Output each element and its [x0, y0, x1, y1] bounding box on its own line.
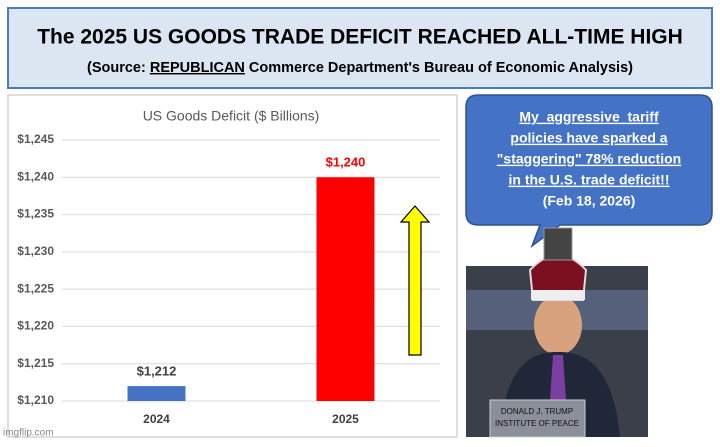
value-label: $1,240 [326, 155, 366, 170]
bubble-date: (Feb 18, 2026) [543, 193, 636, 209]
bar [127, 386, 186, 401]
photo: DONALD J. TRUMP INSTITUTE OF PEACE [466, 227, 648, 438]
crown-flag [543, 227, 573, 261]
header-title: The 2025 US GOODS TRADE DEFICIT REACHED … [37, 26, 683, 49]
crown-band [531, 290, 585, 300]
subtitle-emphasis: REPUBLICAN [150, 60, 245, 76]
chart: US Goods Deficit ($ Billions) $1,210 $1,2… [17, 108, 440, 426]
x-tick-label: 2024 [143, 412, 170, 426]
face [534, 295, 582, 355]
y-tick-label: $1,215 [17, 356, 54, 370]
y-tick-label: $1,235 [17, 207, 54, 221]
placard [489, 399, 586, 438]
bubble-line: in the U.S. trade deficit!! [508, 172, 669, 188]
placard-line: INSTITUTE OF PEACE [495, 419, 579, 428]
y-tick-label: $1,230 [17, 244, 54, 258]
bubble-shape [465, 94, 713, 249]
chart-panel [7, 94, 458, 438]
y-tick-label: $1,220 [17, 319, 54, 333]
header-box [7, 7, 713, 89]
bubble-line: "staggering" 78% reduction [497, 151, 681, 167]
bubble-line: My aggressive tariff [519, 109, 659, 125]
y-tick-label: $1,210 [17, 393, 54, 407]
subtitle-start: (Source: [87, 60, 150, 76]
header-subtitle: (Source: REPUBLICAN Commerce Department'… [87, 60, 633, 76]
value-label: $1,212 [137, 364, 177, 379]
y-tick-label: $1,245 [17, 132, 54, 146]
y-tick-label: $1,225 [17, 281, 54, 295]
bar [316, 177, 375, 401]
bubble-line: policies have sparked a [510, 130, 667, 146]
y-tick-label: $1,240 [17, 169, 54, 183]
subtitle-end: Commerce Department's Bureau of Economic… [245, 60, 633, 76]
speech-bubble: My aggressive tariff policies have sparke… [465, 94, 713, 249]
tie [550, 355, 566, 410]
placard-line: DONALD J. TRUMP [501, 407, 573, 416]
up-arrow [399, 205, 431, 356]
x-tick-label: 2025 [332, 412, 359, 426]
arrow-shape [399, 205, 431, 356]
watermark: imgflip.com [3, 428, 54, 439]
chart-title: US Goods Deficit ($ Billions) [143, 108, 320, 124]
